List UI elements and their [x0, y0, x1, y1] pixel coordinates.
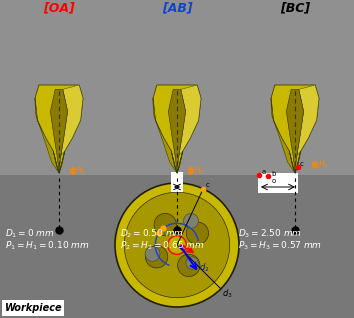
Text: c: c	[300, 161, 304, 167]
Polygon shape	[53, 151, 59, 173]
Polygon shape	[271, 85, 319, 173]
Polygon shape	[286, 89, 304, 171]
Bar	[0, 175, 354, 318]
Text: $P_2 = H_2 = 0.65$ mm: $P_2 = H_2 = 0.65$ mm	[120, 240, 205, 252]
Text: c: c	[205, 182, 209, 188]
Polygon shape	[153, 98, 177, 173]
Text: $D_3 = 2.50$ mm: $D_3 = 2.50$ mm	[238, 228, 302, 240]
Bar	[171, 172, 183, 200]
Polygon shape	[61, 85, 83, 156]
Bar	[2, 300, 64, 316]
Circle shape	[145, 245, 168, 268]
Text: [BC]: [BC]	[280, 2, 310, 15]
Polygon shape	[289, 151, 295, 173]
Circle shape	[145, 246, 160, 261]
Circle shape	[154, 213, 176, 236]
Polygon shape	[179, 85, 201, 156]
Polygon shape	[177, 151, 183, 173]
Polygon shape	[35, 85, 83, 173]
Polygon shape	[50, 89, 68, 171]
Polygon shape	[171, 151, 177, 173]
Circle shape	[183, 213, 198, 228]
Text: [AB]: [AB]	[162, 2, 192, 15]
Polygon shape	[59, 151, 65, 173]
Text: $H_1$: $H_1$	[76, 165, 87, 177]
Text: Workpiece: Workpiece	[5, 303, 63, 313]
Polygon shape	[297, 85, 319, 156]
Text: $H_2$: $H_2$	[194, 165, 205, 177]
Text: o: o	[272, 178, 276, 184]
Circle shape	[178, 254, 200, 277]
Text: $H_3$: $H_3$	[318, 159, 329, 171]
Text: b: b	[271, 171, 275, 177]
Circle shape	[186, 257, 198, 269]
Polygon shape	[153, 85, 201, 173]
Text: $P_1 = H_1 = 0.10$ mm: $P_1 = H_1 = 0.10$ mm	[5, 240, 90, 252]
Circle shape	[186, 222, 209, 244]
Text: [OA]: [OA]	[43, 2, 75, 15]
Bar	[258, 173, 298, 193]
Text: a: a	[262, 169, 266, 175]
Circle shape	[115, 183, 239, 307]
Polygon shape	[271, 98, 295, 173]
Circle shape	[124, 192, 230, 298]
Text: $D_1 = 0$ mm: $D_1 = 0$ mm	[5, 228, 55, 240]
Circle shape	[168, 236, 186, 254]
Text: $d_2$: $d_2$	[199, 262, 210, 274]
Polygon shape	[169, 89, 185, 171]
Text: $P_3 = H_3 = 0.57$ mm: $P_3 = H_3 = 0.57$ mm	[238, 240, 322, 252]
Text: $D_2 = 0.50$ mm: $D_2 = 0.50$ mm	[120, 228, 184, 240]
Polygon shape	[35, 98, 59, 173]
Polygon shape	[295, 151, 301, 173]
Text: $d_3$: $d_3$	[222, 288, 233, 301]
